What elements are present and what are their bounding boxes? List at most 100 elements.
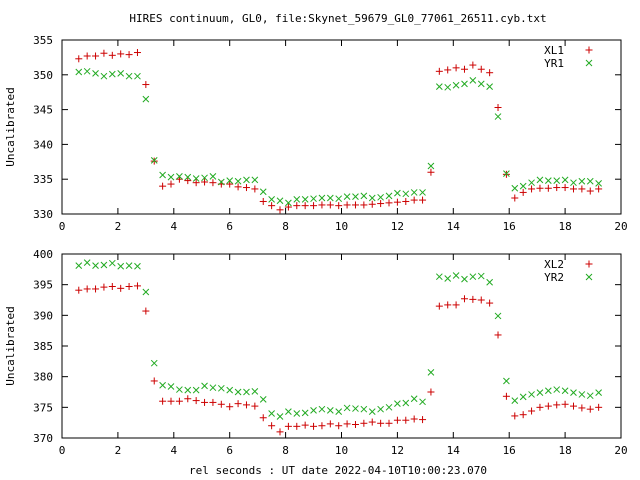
data-point-yr1 — [402, 190, 410, 198]
data-point-xl2 — [217, 400, 225, 408]
data-point-yr1 — [226, 177, 234, 184]
data-point-yr2 — [142, 288, 150, 296]
data-point-xl2 — [293, 422, 301, 430]
data-point-xl2 — [150, 377, 158, 385]
x-tick-label: 8 — [282, 220, 289, 233]
x-tick-label: 18 — [558, 444, 571, 457]
data-point-yr1 — [176, 173, 183, 180]
data-point-yr2 — [75, 262, 83, 270]
data-point-yr1 — [494, 113, 502, 120]
data-point-xl2 — [561, 400, 569, 408]
data-point-yr1 — [335, 195, 343, 203]
data-point-yr1 — [477, 80, 485, 88]
data-point-xl1 — [192, 179, 200, 187]
data-point-yr1 — [83, 67, 91, 75]
data-point-xl2 — [595, 403, 603, 411]
data-point-xl1 — [519, 188, 527, 196]
data-point-xl1 — [427, 168, 435, 176]
data-point-xl1 — [268, 202, 276, 210]
y-tick-label: 335 — [33, 173, 53, 186]
data-point-xl2 — [92, 285, 100, 293]
data-point-yr1 — [75, 68, 83, 76]
data-point-yr1 — [536, 176, 544, 184]
x-tick-label: 16 — [503, 444, 516, 457]
data-point-xl1 — [452, 64, 460, 72]
data-point-yr1 — [343, 193, 351, 200]
data-point-xl2 — [502, 392, 510, 400]
data-point-yr2 — [511, 397, 519, 404]
x-tick-label: 6 — [226, 444, 233, 457]
data-point-yr2 — [360, 405, 368, 413]
data-point-yr1 — [209, 173, 217, 180]
x-tick-label: 20 — [614, 444, 627, 457]
data-point-xl1 — [293, 202, 301, 210]
data-point-xl1 — [494, 104, 502, 112]
data-point-xl2 — [452, 301, 460, 309]
data-point-yr2 — [310, 407, 317, 414]
data-point-xl1 — [393, 198, 401, 206]
data-point-xl2 — [242, 401, 250, 409]
data-point-yr2 — [477, 272, 485, 280]
data-point-yr2 — [494, 312, 502, 320]
y-tick-label: 330 — [33, 208, 53, 221]
data-point-yr1 — [150, 157, 158, 164]
data-point-xl2 — [226, 403, 234, 411]
legend-marker-xl2 — [585, 260, 593, 268]
data-point-xl2 — [125, 283, 133, 291]
y-tick-label: 380 — [33, 371, 53, 384]
data-point-yr1 — [368, 194, 376, 202]
data-point-yr2 — [528, 391, 535, 398]
data-point-yr1 — [159, 171, 166, 179]
data-point-yr2 — [435, 273, 443, 281]
data-point-xl2 — [159, 397, 167, 405]
data-point-yr2 — [243, 388, 250, 396]
data-point-xl1 — [100, 49, 108, 57]
data-point-xl1 — [360, 201, 368, 209]
data-point-xl2 — [192, 397, 200, 405]
y-tick-label: 370 — [33, 432, 53, 445]
data-point-yr1 — [201, 174, 208, 182]
data-point-xl1 — [92, 52, 100, 60]
data-point-xl1 — [167, 180, 175, 188]
data-point-yr2 — [578, 391, 586, 398]
data-point-xl1 — [477, 65, 485, 73]
y-tick-label: 390 — [33, 309, 53, 322]
data-point-yr2 — [570, 389, 577, 396]
data-point-yr2 — [100, 261, 108, 269]
data-point-xl1 — [209, 179, 217, 187]
data-point-xl2 — [586, 405, 594, 413]
y-tick-label: 400 — [33, 248, 53, 261]
data-point-yr2 — [544, 387, 552, 395]
data-point-yr2 — [176, 386, 183, 393]
data-point-yr2 — [536, 389, 544, 396]
data-point-xl2 — [553, 401, 561, 409]
data-point-yr1 — [259, 188, 267, 196]
data-point-yr2 — [419, 398, 426, 406]
data-point-xl2 — [494, 331, 502, 339]
data-point-yr2 — [461, 275, 468, 283]
x-tick-label: 10 — [335, 444, 348, 457]
data-point-xl2 — [469, 295, 477, 303]
data-point-xl1 — [569, 185, 577, 193]
data-point-yr1 — [544, 177, 552, 184]
data-point-xl1 — [83, 52, 91, 60]
data-point-xl1 — [469, 61, 477, 69]
data-point-yr1 — [326, 194, 334, 202]
data-point-yr2 — [469, 273, 477, 281]
data-point-yr1 — [461, 80, 468, 88]
x-tick-label: 2 — [115, 220, 122, 233]
data-point-xl2 — [284, 422, 292, 430]
data-point-xl1 — [561, 184, 569, 192]
data-point-xl2 — [326, 420, 334, 428]
data-point-yr2 — [402, 399, 410, 407]
legend-marker-yr1 — [585, 59, 593, 67]
data-point-yr2 — [108, 259, 116, 267]
data-point-xl1 — [310, 202, 318, 210]
data-point-yr1 — [142, 95, 150, 103]
data-point-yr2 — [586, 392, 594, 400]
data-point-yr1 — [578, 177, 586, 185]
data-point-xl2 — [368, 418, 376, 426]
data-point-xl2 — [444, 301, 452, 309]
data-point-yr2 — [150, 359, 158, 367]
data-point-xl1 — [419, 196, 427, 204]
